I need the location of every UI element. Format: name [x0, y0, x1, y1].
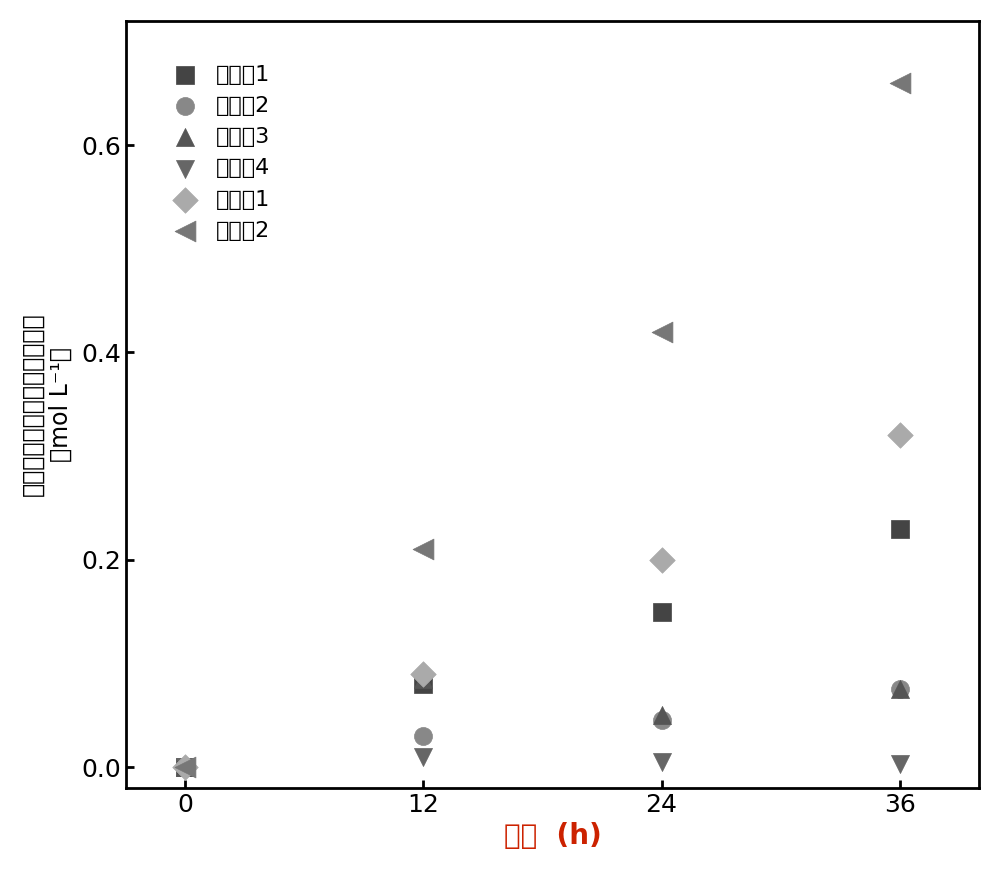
实施例1: [177, 760, 193, 774]
实施例1: [415, 677, 431, 691]
实施例2: [892, 682, 908, 696]
实施例2: [177, 760, 193, 774]
对比例1: [415, 667, 431, 681]
实施例2: [415, 729, 431, 743]
对比例2: [177, 760, 193, 774]
实施例4: [177, 760, 193, 774]
实施例4: [654, 755, 670, 769]
Y-axis label: 正极电解液罐内铁络合物浓度
（mol L⁻¹）: 正极电解液罐内铁络合物浓度 （mol L⁻¹）: [21, 313, 73, 496]
实施例2: [654, 713, 670, 727]
实施例3: [177, 760, 193, 774]
实施例1: [654, 604, 670, 618]
实施例3: [654, 708, 670, 722]
实施例4: [892, 757, 908, 771]
对比例1: [177, 760, 193, 774]
Legend: 实施例1, 实施例2, 实施例3, 实施例4, 对比例1, 对比例2: 实施例1, 实施例2, 实施例3, 实施例4, 对比例1, 对比例2: [154, 47, 288, 259]
实施例3: [892, 682, 908, 696]
对比例1: [654, 553, 670, 567]
对比例2: [654, 325, 670, 339]
实施例4: [415, 750, 431, 764]
实施例1: [892, 522, 908, 536]
实施例3: [415, 672, 431, 685]
对比例1: [892, 429, 908, 442]
对比例2: [415, 543, 431, 557]
对比例2: [892, 76, 908, 90]
X-axis label: 时间  (h): 时间 (h): [504, 822, 601, 850]
